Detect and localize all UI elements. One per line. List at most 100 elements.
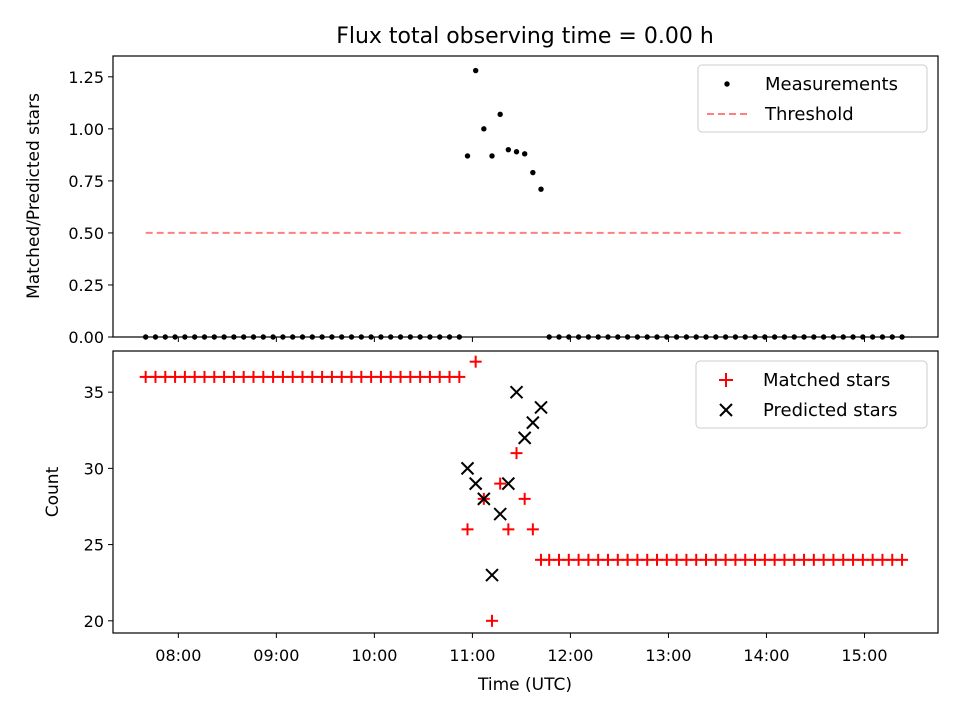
predicted-star-point <box>493 507 507 521</box>
measurement-point <box>319 334 325 340</box>
measurement-point <box>840 334 846 340</box>
predicted-star-point <box>468 476 483 491</box>
measurement-point <box>162 334 168 340</box>
predicted-star-point <box>517 431 532 445</box>
measurement-point <box>437 334 443 340</box>
bottom-legend-box <box>695 360 928 429</box>
top-ytick-label: 1.00 <box>68 120 104 139</box>
matched-star-point <box>461 523 474 536</box>
measurement-point <box>820 334 827 340</box>
measurement-point <box>250 334 257 340</box>
xtick-label: 08:00 <box>155 646 201 665</box>
predicted-star-stroke-b <box>485 568 499 582</box>
measurement-point <box>464 153 471 159</box>
predicted-star-stroke-b <box>493 507 507 521</box>
predicted-star-point <box>485 568 499 582</box>
predicted-star-stroke-b <box>468 476 483 491</box>
measurement-point <box>368 334 374 340</box>
measurement-point <box>830 334 837 340</box>
measurement-point <box>407 334 414 340</box>
measurement-point <box>762 334 768 340</box>
predicted-star-stroke-b <box>501 476 516 491</box>
measurement-point <box>221 334 227 340</box>
xtick-label: 11:00 <box>449 646 495 665</box>
measurement-point <box>339 334 345 340</box>
predicted-star-stroke-b <box>517 431 532 445</box>
measurement-point <box>456 334 463 340</box>
bottom-x-ticks: 08:00 09:00 10:00 11:00 12:00 13:00 14:00 15:00 <box>155 633 888 665</box>
measurement-point <box>713 334 719 340</box>
measurement-point <box>397 334 404 340</box>
measurement-point <box>378 334 384 340</box>
xtick-label: 12:00 <box>547 646 593 665</box>
measurement-point <box>693 334 699 340</box>
measurement-point <box>211 334 217 340</box>
measurement-point <box>595 334 601 340</box>
top-y-axis-label: Matched/Predicted stars <box>24 93 44 299</box>
measurement-point <box>348 334 355 340</box>
bottom-y-axis-label: Count <box>43 466 63 517</box>
predicted-star-point <box>460 461 475 476</box>
measurement-point <box>801 334 807 340</box>
measurement-point <box>566 334 572 340</box>
measurement-point <box>489 153 495 159</box>
measurement-point <box>152 334 159 340</box>
xtick-label: 14:00 <box>743 646 789 665</box>
legend-label-threshold: Threshold <box>764 104 854 125</box>
measurement-point <box>388 334 394 340</box>
measurement-point <box>497 111 503 117</box>
measurement-point <box>683 334 690 340</box>
legend-label-matched-stars: Matched stars <box>763 370 890 391</box>
measurement-point <box>703 334 709 340</box>
top-marks <box>142 67 905 340</box>
matched-star-point <box>453 370 466 383</box>
measurement-point <box>182 334 188 340</box>
measurement-point <box>605 334 611 340</box>
measurement-point <box>446 334 453 340</box>
legend-marker-matched-stars <box>719 373 733 387</box>
predicted-star-point <box>501 476 516 491</box>
measurement-point <box>791 334 797 340</box>
top-y-ticks: 0.00 0.25 0.50 0.75 1.00 1.25 <box>68 68 113 347</box>
top-ytick-label: 0.50 <box>68 224 104 243</box>
measurement-point <box>201 334 208 340</box>
xtick-label: 09:00 <box>253 646 299 665</box>
xtick-label: 13:00 <box>645 646 691 665</box>
measurement-point <box>538 186 544 192</box>
measurement-point <box>427 334 433 340</box>
measurement-point <box>673 334 680 340</box>
predicted-star-point <box>509 385 524 399</box>
predicted-star-stroke-b <box>509 385 524 399</box>
measurement-point <box>513 149 520 155</box>
measurement-point <box>624 334 631 340</box>
matched-star-point <box>502 523 515 536</box>
measurement-point <box>781 334 788 340</box>
bottom-ytick-label: 30 <box>84 459 104 478</box>
measurement-point <box>546 334 552 340</box>
measurement-point <box>191 334 198 340</box>
legend-label-predicted-stars: Predicted stars <box>763 400 897 421</box>
measurement-point <box>752 334 758 340</box>
top-legend-box <box>697 64 928 133</box>
top-ytick-label: 0.25 <box>68 276 104 295</box>
measurement-point <box>481 126 487 132</box>
legend-marker-predicted-stars <box>719 403 733 417</box>
measurement-point <box>889 334 895 340</box>
measurement-point <box>634 334 641 340</box>
matched-star-point <box>526 523 539 536</box>
bottom-legend: Matched stars Predicted stars <box>695 360 928 429</box>
measurement-point <box>899 334 905 340</box>
bottom-ytick-label: 25 <box>84 536 104 555</box>
top-ytick-label: 0.75 <box>68 172 104 191</box>
measurement-point <box>309 334 316 340</box>
measurement-point <box>358 334 365 340</box>
measurement-point <box>417 334 423 340</box>
predicted-star-stroke-b <box>460 461 475 476</box>
matched-star-point <box>518 492 531 505</box>
measurement-point <box>879 334 886 340</box>
measurement-point <box>505 146 512 153</box>
measurement-point <box>585 334 592 340</box>
matched-star-point <box>486 614 499 627</box>
measurement-point <box>644 334 650 340</box>
